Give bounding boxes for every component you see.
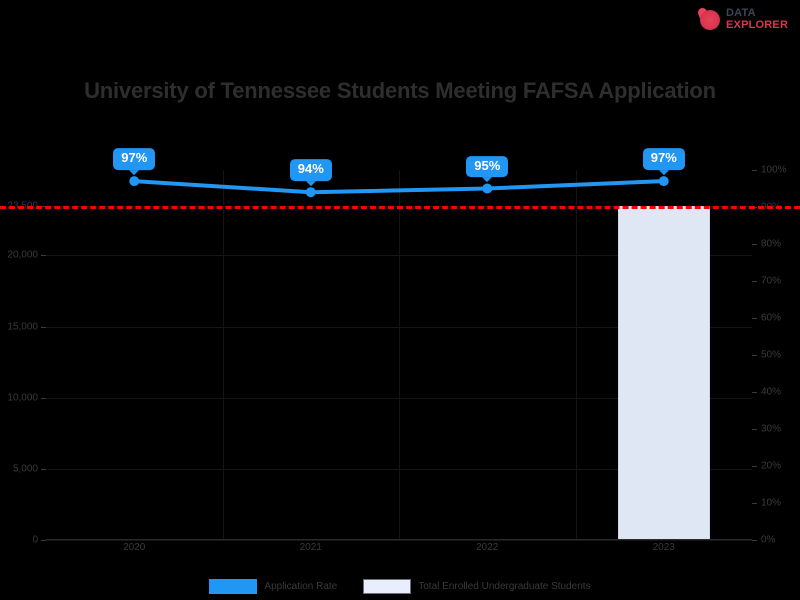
y-right-tick-mark [752,503,757,504]
y-right-tick-mark [752,429,757,430]
legend-swatch [209,579,258,594]
data-label: 94% [289,159,332,187]
chart-title: University of Tennessee Students Meeting… [84,78,716,103]
x-axis: 2020 2021 2022 2023 [46,542,752,560]
y-right-tick-label: 100% [761,164,787,176]
x-axis-tick-label: 2021 [299,542,322,553]
line-path [132,179,666,195]
logo-mark-icon [696,6,722,32]
y-right-tick-mark [752,392,757,393]
y-right-tick-label: 30% [761,423,782,435]
y-right-tick-label: 60% [761,312,782,324]
y-left-tick-mark [41,326,46,328]
line-marker [305,187,316,198]
y-left-tick-label: 5,000 [12,463,38,475]
y-right-tick-mark [752,281,757,282]
y-left-tick-mark [41,397,46,399]
vertical-gridline [575,170,577,540]
legend-label: Total Enrolled Undergraduate Students [418,581,591,592]
y-right-tick-mark [752,318,757,319]
y-right-tick-mark [752,244,757,245]
x-axis-baseline [46,539,752,540]
legend-label: Application Rate [264,581,338,592]
gridline [46,540,752,541]
line-marker [658,176,669,187]
y-right-tick-label: 0% [761,534,776,546]
y-axis-left: 0 5,000 10,000 15,000 20,000 23,500 [0,170,46,546]
y-left-tick-label: 10,000 [7,392,38,404]
data-label: 97% [113,148,156,176]
data-label: 95% [466,155,509,183]
target-reference-line [0,205,800,209]
y-right-tick-mark [752,355,757,356]
line-series [129,176,669,198]
x-axis-tick-label: 2022 [476,542,499,553]
y-right-tick-label: 80% [761,238,782,250]
legend-swatch [363,579,412,594]
logo-text-line2: EXPLORER [726,19,789,31]
x-axis-tick-label: 2020 [123,542,146,553]
y-left-tick-mark [41,540,46,541]
y-right-tick-mark [752,466,757,467]
y-right-tick-label: 50% [761,349,782,361]
y-right-tick-mark [752,540,757,541]
y-right-tick-label: 40% [761,386,782,398]
plot-area: 97% 94% 95% 97% [0,148,800,541]
y-left-tick-mark [41,468,46,470]
data-label: 97% [642,148,685,176]
chart-legend: Application Rate Total Enrolled Undergrad… [0,579,800,594]
y-left-tick-mark [41,255,46,257]
y-right-tick-mark [752,170,757,171]
legend-item[interactable]: Total Enrolled Undergraduate Students [363,579,591,594]
logo-text-line1: DATA [726,7,756,20]
y-right-tick-label: 10% [761,497,782,509]
line-marker [129,176,140,187]
brand-logo: DATA EXPLORER [696,4,794,36]
vertical-gridline [399,170,400,540]
y-left-tick-label: 20,000 [7,249,38,261]
legend-item[interactable]: Application Rate [209,579,337,594]
bar [617,205,710,540]
y-left-tick-label: 0 [32,534,38,546]
y-axis-right: 0% 10% 20% 30% 40% 50% 60% 70% 80% 90% 100% [752,165,800,546]
logo-wordmark: DATA EXPLORER [726,8,788,31]
y-right-tick-label: 70% [761,275,782,287]
y-right-tick-label: 20% [761,460,782,472]
x-axis-tick-label: 2023 [652,542,675,553]
line-marker [482,183,493,194]
y-left-tick-label: 15,000 [7,321,38,333]
vertical-gridline [222,170,224,540]
